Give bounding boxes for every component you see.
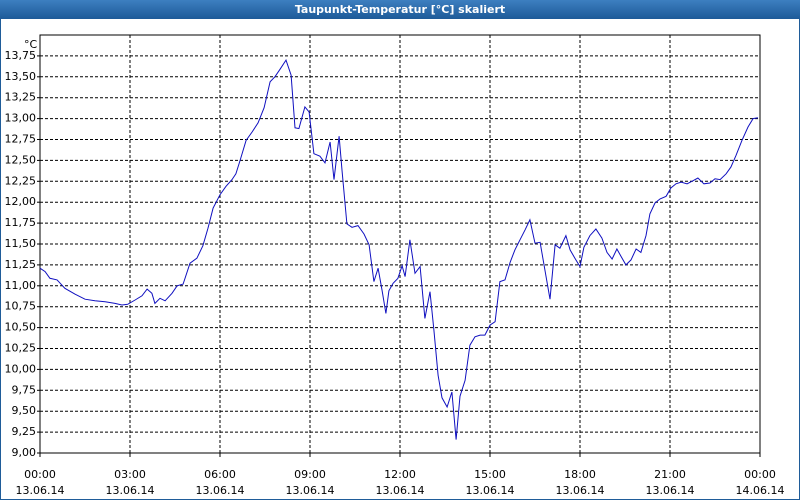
x-tick-date: 13.06.14 <box>556 484 605 497</box>
x-tick-date: 13.06.14 <box>466 484 515 497</box>
y-tick-label: 13,25 <box>5 91 37 104</box>
x-tick-date: 13.06.14 <box>196 484 245 497</box>
x-tick-date: 13.06.14 <box>16 484 65 497</box>
y-tick-label: 11,75 <box>5 216 37 229</box>
window-body <box>1 19 799 499</box>
y-tick-label: 11,00 <box>5 279 37 292</box>
x-tick-label: 00:00 <box>24 468 56 481</box>
y-tick-label: 12,00 <box>5 195 37 208</box>
x-tick-date: 13.06.14 <box>376 484 425 497</box>
x-tick-date: 13.06.14 <box>106 484 155 497</box>
y-tick-label: 12,75 <box>5 133 37 146</box>
y-tick-label: 11,50 <box>5 237 37 250</box>
data-line <box>39 58 758 440</box>
x-tick-label: 21:00 <box>654 468 686 481</box>
y-tick-label: 13,50 <box>5 70 37 83</box>
x-tick-label: 03:00 <box>114 468 146 481</box>
y-tick-label: 11,25 <box>5 258 37 271</box>
plot-frame <box>39 34 761 454</box>
y-tick-label: 12,50 <box>5 153 37 166</box>
x-tick-label: 00:00 <box>744 468 776 481</box>
y-unit: °C <box>24 38 38 51</box>
x-tick-label: 15:00 <box>474 468 506 481</box>
x-tick-date: 13.06.14 <box>286 484 335 497</box>
y-tick-label: 13,00 <box>5 112 37 125</box>
y-tick-label: 13,75 <box>5 49 37 62</box>
x-tick-label: 09:00 <box>294 468 326 481</box>
title-bar <box>0 0 800 19</box>
chart-title: Taupunkt-Temperatur [°C] skaliert <box>295 3 505 16</box>
y-tick-label: 10,25 <box>5 342 37 355</box>
x-tick-date: 14.06.14 <box>736 484 785 497</box>
y-tick-label: 9,50 <box>12 404 37 417</box>
y-tick-label: 9,25 <box>12 425 37 438</box>
x-tick-label: 18:00 <box>564 468 596 481</box>
y-tick-label: 9,00 <box>12 446 37 459</box>
y-tick-label: 9,75 <box>12 383 37 396</box>
y-tick-label: 10,00 <box>5 362 37 375</box>
y-tick-label: 10,75 <box>5 300 37 313</box>
x-tick-label: 06:00 <box>204 468 236 481</box>
y-tick-label: 12,25 <box>5 174 37 187</box>
x-tick-label: 12:00 <box>384 468 416 481</box>
y-tick-label: 10,50 <box>5 321 37 334</box>
x-tick-date: 13.06.14 <box>646 484 695 497</box>
